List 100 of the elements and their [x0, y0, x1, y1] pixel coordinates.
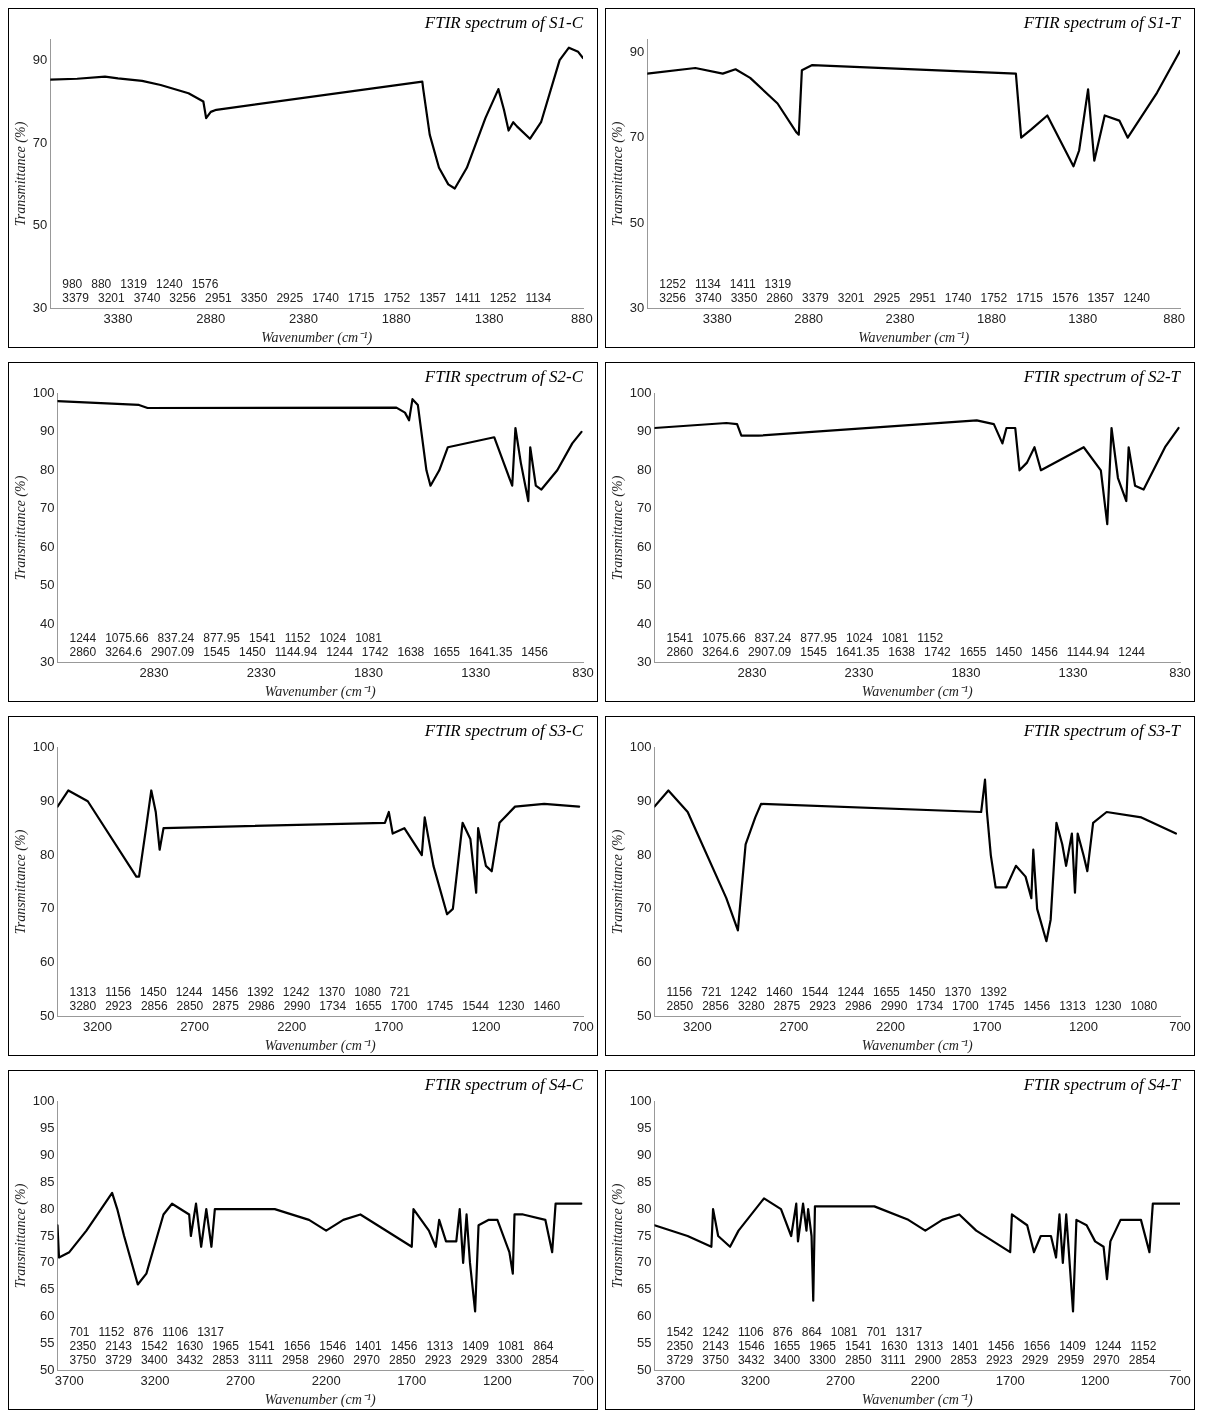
annotation: 3350: [240, 290, 268, 305]
annotation: 1460: [533, 998, 561, 1013]
x-tick-label: 2830: [139, 664, 169, 680]
annotation: 1450: [139, 984, 168, 999]
annotation: 1576: [191, 276, 219, 291]
annotation: 1456: [1031, 644, 1059, 659]
y-tick-label: 80: [40, 846, 55, 862]
annotation: 3729: [666, 1352, 694, 1367]
y-tick-label: 55: [40, 1335, 55, 1351]
annotation: 3256: [169, 290, 197, 305]
annotation: 3432: [737, 1352, 765, 1367]
x-axis-title: Wavenumber (cm⁻¹): [861, 1038, 974, 1055]
annotation: 837.24: [157, 630, 195, 645]
annotation: 1244: [837, 984, 865, 999]
annotation: 1544: [801, 984, 829, 999]
annotation: 3740: [133, 290, 161, 305]
annotation: 1655: [355, 998, 383, 1013]
x-tick-label: 2380: [289, 310, 319, 326]
y-axis-title: Transmittance (%): [610, 121, 627, 227]
y-tick-label: 85: [637, 1173, 652, 1189]
annotation: 3379: [802, 290, 830, 305]
x-axis-title: Wavenumber (cm⁻¹): [261, 330, 373, 347]
annotation: 2907.09: [747, 644, 792, 659]
annotation: 3750: [702, 1352, 730, 1367]
annotation: 1144.94: [274, 644, 318, 659]
y-tick-label: 75: [637, 1227, 652, 1243]
annotation: 1252: [659, 276, 687, 291]
y-tick-label: 70: [40, 500, 55, 516]
x-tick-label: 3700: [54, 1372, 84, 1388]
y-tick-label: 60: [40, 1308, 55, 1324]
annotation: 2860: [766, 290, 794, 305]
annotation: 1313: [426, 1338, 454, 1353]
y-tick-label: 80: [40, 1200, 55, 1216]
annotation: 2854: [1128, 1352, 1156, 1367]
x-axis-title: Wavenumber (cm⁻¹): [861, 1392, 974, 1409]
annotation: 2923: [424, 1352, 452, 1367]
annotation: 3379: [62, 290, 90, 305]
annotation: 1638: [397, 644, 425, 659]
annotation: 701: [69, 1324, 90, 1339]
annotation: 1638: [888, 644, 916, 659]
annotation: 3280: [737, 998, 765, 1013]
annotation: 2856: [702, 998, 730, 1013]
x-tick-label: 2200: [311, 1372, 341, 1388]
x-tick-label: 1200: [1069, 1018, 1098, 1034]
annotation: 1134: [694, 276, 722, 291]
x-tick-label: 2880: [794, 310, 824, 326]
annotation: 1024: [845, 630, 873, 645]
annotation: 1752: [383, 290, 411, 305]
chart-title: FTIR spectrum of S2-T: [1022, 366, 1182, 386]
annotation: 2951: [205, 290, 233, 305]
y-tick-label: 95: [40, 1119, 55, 1135]
annotation: 1317: [895, 1324, 923, 1339]
annotation: 1460: [766, 984, 794, 999]
annotation: 2970: [353, 1352, 381, 1367]
annotation: 2958: [281, 1352, 309, 1367]
annotation: 1411: [454, 290, 482, 305]
annotation: 1542: [666, 1324, 694, 1339]
annotation: 1641.35: [835, 644, 880, 659]
y-tick-label: 100: [629, 738, 652, 754]
annotation: 3750: [69, 1352, 97, 1367]
y-tick-label: 90: [637, 1146, 652, 1162]
annotation: 2143: [105, 1338, 133, 1353]
y-tick-label: 80: [637, 461, 652, 477]
y-axis-title: Transmittance (%): [610, 1183, 627, 1289]
annotation: 1541: [844, 1338, 872, 1353]
annotation: 3264.6: [105, 644, 143, 659]
annotation: 3432: [176, 1352, 204, 1367]
annotation: 1242: [282, 984, 310, 999]
chart-title: FTIR spectrum of S1-T: [1022, 12, 1182, 32]
annotation: 1242: [702, 1324, 730, 1339]
annotation: 1244: [1118, 644, 1146, 659]
y-tick-label: 100: [32, 1092, 55, 1108]
annotation: 864: [533, 1338, 554, 1353]
annotation: 2853: [212, 1352, 240, 1367]
annotation: 1152: [1130, 1338, 1157, 1353]
y-tick-label: 90: [32, 51, 48, 67]
x-tick-label: 1880: [976, 310, 1006, 326]
annotation: 2350: [69, 1338, 97, 1353]
x-tick-label: 1880: [381, 310, 411, 326]
y-tick-label: 40: [40, 615, 55, 631]
annotation: 1409: [1059, 1338, 1087, 1353]
annotation: 1546: [319, 1338, 347, 1353]
annotation: 3264.6: [702, 644, 740, 659]
annotation: 3300: [496, 1352, 524, 1367]
annotation: 2990: [880, 998, 908, 1013]
annotation: 1409: [462, 1338, 490, 1353]
chart-title: FTIR spectrum of S4-C: [423, 1074, 584, 1094]
x-tick-label: 2380: [885, 310, 915, 326]
annotation: 721: [701, 984, 722, 999]
annotation: 1541: [247, 1338, 275, 1353]
y-tick-label: 50: [40, 1008, 55, 1024]
annotation: 2856: [140, 998, 168, 1013]
annotation: 2854: [531, 1352, 559, 1367]
y-tick-label: 30: [637, 654, 652, 670]
annotation: 2960: [317, 1352, 345, 1367]
annotation: 1313: [69, 984, 97, 999]
annotation: 1742: [361, 644, 389, 659]
annotation: 1745: [426, 998, 454, 1013]
y-tick-label: 70: [629, 129, 645, 145]
annotation: 1152: [284, 630, 311, 645]
